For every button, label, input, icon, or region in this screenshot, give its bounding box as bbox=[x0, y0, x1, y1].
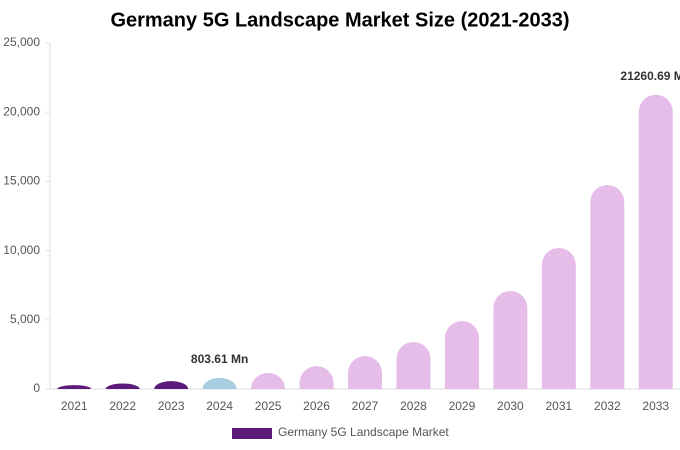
value-label: 803.61 Mn bbox=[191, 352, 248, 366]
y-tick-label: 5,000 bbox=[10, 312, 40, 326]
bar bbox=[493, 291, 528, 389]
y-tick-label: 25,000 bbox=[3, 35, 40, 49]
bar bbox=[444, 321, 479, 389]
bar bbox=[57, 385, 92, 389]
x-tick-label: 2022 bbox=[109, 399, 136, 413]
x-tick-label: 2021 bbox=[61, 399, 88, 413]
bar bbox=[105, 383, 140, 389]
x-tick-label: 2023 bbox=[158, 399, 185, 413]
bar bbox=[299, 366, 334, 389]
x-tick-label: 2032 bbox=[594, 399, 621, 413]
x-tick-label: 2027 bbox=[352, 399, 379, 413]
bar bbox=[348, 356, 382, 389]
x-tick-label: 2026 bbox=[303, 399, 330, 413]
bar bbox=[154, 381, 189, 389]
y-tick-label: 0 bbox=[33, 381, 40, 395]
bar bbox=[251, 372, 286, 389]
x-tick-label: 2029 bbox=[449, 399, 476, 413]
x-tick-label: 2030 bbox=[497, 399, 524, 413]
chart-title: Germany 5G Landscape Market Size (2021-2… bbox=[110, 9, 569, 31]
x-tick-label: 2025 bbox=[255, 399, 282, 413]
bar bbox=[638, 94, 673, 389]
x-tick-label: 2028 bbox=[400, 399, 427, 413]
x-tick-label: 2033 bbox=[642, 399, 669, 413]
x-tick-label: 2031 bbox=[545, 399, 572, 413]
value-label: 21260.69 Mn bbox=[620, 69, 680, 83]
bar bbox=[541, 247, 576, 389]
x-tick-label: 2024 bbox=[206, 399, 233, 413]
legend-label: Germany 5G Landscape Market bbox=[278, 425, 449, 439]
y-tick-label: 10,000 bbox=[3, 243, 40, 257]
y-tick-label: 15,000 bbox=[3, 174, 40, 188]
bar bbox=[396, 341, 431, 389]
bar bbox=[590, 184, 625, 389]
y-tick-label: 20,000 bbox=[3, 104, 40, 118]
bar bbox=[202, 377, 237, 389]
legend-swatch bbox=[232, 428, 272, 439]
